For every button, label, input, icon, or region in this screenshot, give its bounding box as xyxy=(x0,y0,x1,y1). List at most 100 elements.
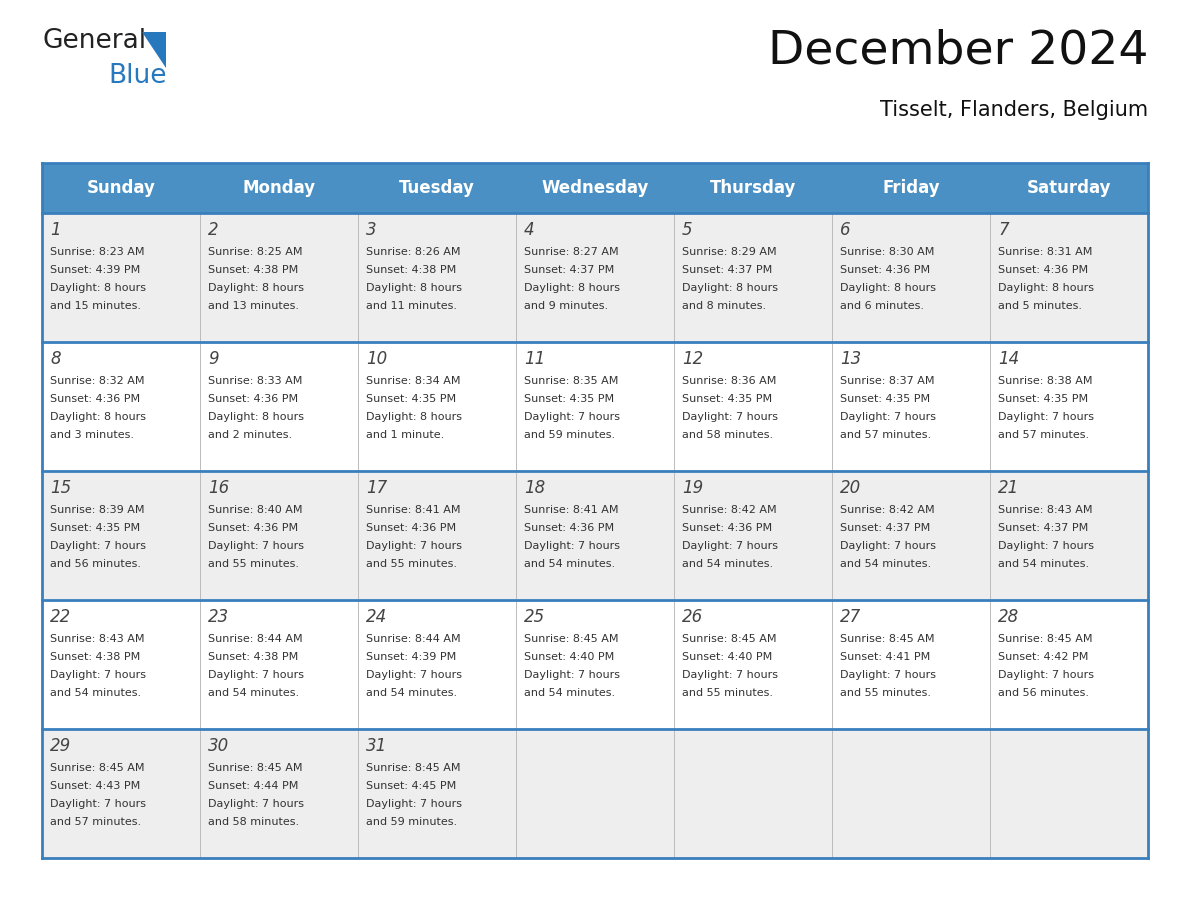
Text: Daylight: 8 hours: Daylight: 8 hours xyxy=(524,283,620,293)
Text: 10: 10 xyxy=(366,350,387,368)
Text: Daylight: 7 hours: Daylight: 7 hours xyxy=(366,670,462,680)
Bar xyxy=(42,342,1148,471)
Text: Sunrise: 8:45 AM: Sunrise: 8:45 AM xyxy=(524,634,619,644)
Text: Sunrise: 8:45 AM: Sunrise: 8:45 AM xyxy=(998,634,1093,644)
Text: Sunset: 4:36 PM: Sunset: 4:36 PM xyxy=(998,265,1088,275)
Text: Daylight: 7 hours: Daylight: 7 hours xyxy=(208,670,304,680)
Text: Daylight: 8 hours: Daylight: 8 hours xyxy=(366,412,462,422)
Text: and 58 minutes.: and 58 minutes. xyxy=(682,430,773,440)
Text: Sunset: 4:35 PM: Sunset: 4:35 PM xyxy=(682,394,772,404)
Text: Sunrise: 8:42 AM: Sunrise: 8:42 AM xyxy=(840,505,935,515)
Text: 5: 5 xyxy=(682,221,693,239)
Text: Daylight: 7 hours: Daylight: 7 hours xyxy=(682,670,778,680)
Text: Sunrise: 8:44 AM: Sunrise: 8:44 AM xyxy=(208,634,303,644)
Text: Sunrise: 8:45 AM: Sunrise: 8:45 AM xyxy=(366,763,461,773)
Text: and 1 minute.: and 1 minute. xyxy=(366,430,444,440)
Text: Sunrise: 8:41 AM: Sunrise: 8:41 AM xyxy=(524,505,619,515)
Text: Sunset: 4:43 PM: Sunset: 4:43 PM xyxy=(50,781,140,791)
Text: and 54 minutes.: and 54 minutes. xyxy=(524,559,615,569)
Polygon shape xyxy=(143,32,166,68)
Text: Daylight: 7 hours: Daylight: 7 hours xyxy=(840,541,936,551)
Text: Sunrise: 8:29 AM: Sunrise: 8:29 AM xyxy=(682,247,777,257)
Text: and 11 minutes.: and 11 minutes. xyxy=(366,301,457,311)
Text: Sunrise: 8:43 AM: Sunrise: 8:43 AM xyxy=(50,634,145,644)
Text: 27: 27 xyxy=(840,608,861,626)
Text: 9: 9 xyxy=(208,350,219,368)
Text: Sunset: 4:39 PM: Sunset: 4:39 PM xyxy=(366,652,456,662)
Text: 31: 31 xyxy=(366,737,387,755)
Text: and 55 minutes.: and 55 minutes. xyxy=(366,559,457,569)
Text: Sunset: 4:35 PM: Sunset: 4:35 PM xyxy=(840,394,930,404)
Text: and 6 minutes.: and 6 minutes. xyxy=(840,301,924,311)
Text: Sunday: Sunday xyxy=(87,179,156,197)
Text: and 55 minutes.: and 55 minutes. xyxy=(682,688,773,698)
Text: Friday: Friday xyxy=(883,179,940,197)
Text: Daylight: 8 hours: Daylight: 8 hours xyxy=(50,412,146,422)
Text: Sunrise: 8:27 AM: Sunrise: 8:27 AM xyxy=(524,247,619,257)
Text: 3: 3 xyxy=(366,221,377,239)
Text: Daylight: 7 hours: Daylight: 7 hours xyxy=(524,412,620,422)
Text: Sunrise: 8:40 AM: Sunrise: 8:40 AM xyxy=(208,505,303,515)
Text: Sunset: 4:40 PM: Sunset: 4:40 PM xyxy=(682,652,772,662)
Text: and 56 minutes.: and 56 minutes. xyxy=(50,559,141,569)
Text: Sunset: 4:41 PM: Sunset: 4:41 PM xyxy=(840,652,930,662)
Text: Sunset: 4:37 PM: Sunset: 4:37 PM xyxy=(998,523,1088,533)
Text: Daylight: 8 hours: Daylight: 8 hours xyxy=(208,283,304,293)
Text: Daylight: 7 hours: Daylight: 7 hours xyxy=(366,799,462,809)
Text: 11: 11 xyxy=(524,350,545,368)
Text: Sunset: 4:38 PM: Sunset: 4:38 PM xyxy=(50,652,140,662)
Text: Sunset: 4:36 PM: Sunset: 4:36 PM xyxy=(840,265,930,275)
Text: Sunrise: 8:45 AM: Sunrise: 8:45 AM xyxy=(682,634,777,644)
Bar xyxy=(42,163,1148,213)
Text: 4: 4 xyxy=(524,221,535,239)
Text: 25: 25 xyxy=(524,608,545,626)
Text: Sunrise: 8:26 AM: Sunrise: 8:26 AM xyxy=(366,247,461,257)
Text: 18: 18 xyxy=(524,479,545,497)
Text: Sunrise: 8:45 AM: Sunrise: 8:45 AM xyxy=(208,763,303,773)
Text: General: General xyxy=(42,28,146,54)
Text: Sunset: 4:37 PM: Sunset: 4:37 PM xyxy=(524,265,614,275)
Text: Daylight: 7 hours: Daylight: 7 hours xyxy=(50,799,146,809)
Text: Sunset: 4:35 PM: Sunset: 4:35 PM xyxy=(366,394,456,404)
Text: Sunrise: 8:42 AM: Sunrise: 8:42 AM xyxy=(682,505,777,515)
Text: Wednesday: Wednesday xyxy=(542,179,649,197)
Text: and 55 minutes.: and 55 minutes. xyxy=(840,688,931,698)
Text: 22: 22 xyxy=(50,608,71,626)
Text: 26: 26 xyxy=(682,608,703,626)
Text: December 2024: December 2024 xyxy=(767,28,1148,73)
Text: and 8 minutes.: and 8 minutes. xyxy=(682,301,766,311)
Text: and 5 minutes.: and 5 minutes. xyxy=(998,301,1082,311)
Text: Sunset: 4:45 PM: Sunset: 4:45 PM xyxy=(366,781,456,791)
Text: 17: 17 xyxy=(366,479,387,497)
Text: and 58 minutes.: and 58 minutes. xyxy=(208,817,299,827)
Text: 23: 23 xyxy=(208,608,229,626)
Text: 13: 13 xyxy=(840,350,861,368)
Text: Daylight: 7 hours: Daylight: 7 hours xyxy=(50,670,146,680)
Text: and 54 minutes.: and 54 minutes. xyxy=(208,688,299,698)
Text: 19: 19 xyxy=(682,479,703,497)
Text: Sunrise: 8:36 AM: Sunrise: 8:36 AM xyxy=(682,376,777,386)
Text: 21: 21 xyxy=(998,479,1019,497)
Text: Sunrise: 8:45 AM: Sunrise: 8:45 AM xyxy=(50,763,145,773)
Bar xyxy=(42,600,1148,729)
Text: Sunrise: 8:38 AM: Sunrise: 8:38 AM xyxy=(998,376,1093,386)
Text: and 2 minutes.: and 2 minutes. xyxy=(208,430,292,440)
Text: Sunset: 4:36 PM: Sunset: 4:36 PM xyxy=(524,523,614,533)
Text: Monday: Monday xyxy=(242,179,316,197)
Text: Sunrise: 8:32 AM: Sunrise: 8:32 AM xyxy=(50,376,145,386)
Text: Tisselt, Flanders, Belgium: Tisselt, Flanders, Belgium xyxy=(880,100,1148,120)
Text: 7: 7 xyxy=(998,221,1009,239)
Text: Sunset: 4:37 PM: Sunset: 4:37 PM xyxy=(840,523,930,533)
Text: 6: 6 xyxy=(840,221,851,239)
Text: Daylight: 8 hours: Daylight: 8 hours xyxy=(366,283,462,293)
Text: Blue: Blue xyxy=(108,63,166,89)
Text: Tuesday: Tuesday xyxy=(399,179,475,197)
Text: Sunset: 4:37 PM: Sunset: 4:37 PM xyxy=(682,265,772,275)
Text: Daylight: 7 hours: Daylight: 7 hours xyxy=(998,412,1094,422)
Text: Daylight: 8 hours: Daylight: 8 hours xyxy=(50,283,146,293)
Text: and 54 minutes.: and 54 minutes. xyxy=(50,688,141,698)
Text: Daylight: 8 hours: Daylight: 8 hours xyxy=(208,412,304,422)
Text: Sunset: 4:36 PM: Sunset: 4:36 PM xyxy=(50,394,140,404)
Bar xyxy=(42,471,1148,600)
Text: Sunset: 4:36 PM: Sunset: 4:36 PM xyxy=(208,394,298,404)
